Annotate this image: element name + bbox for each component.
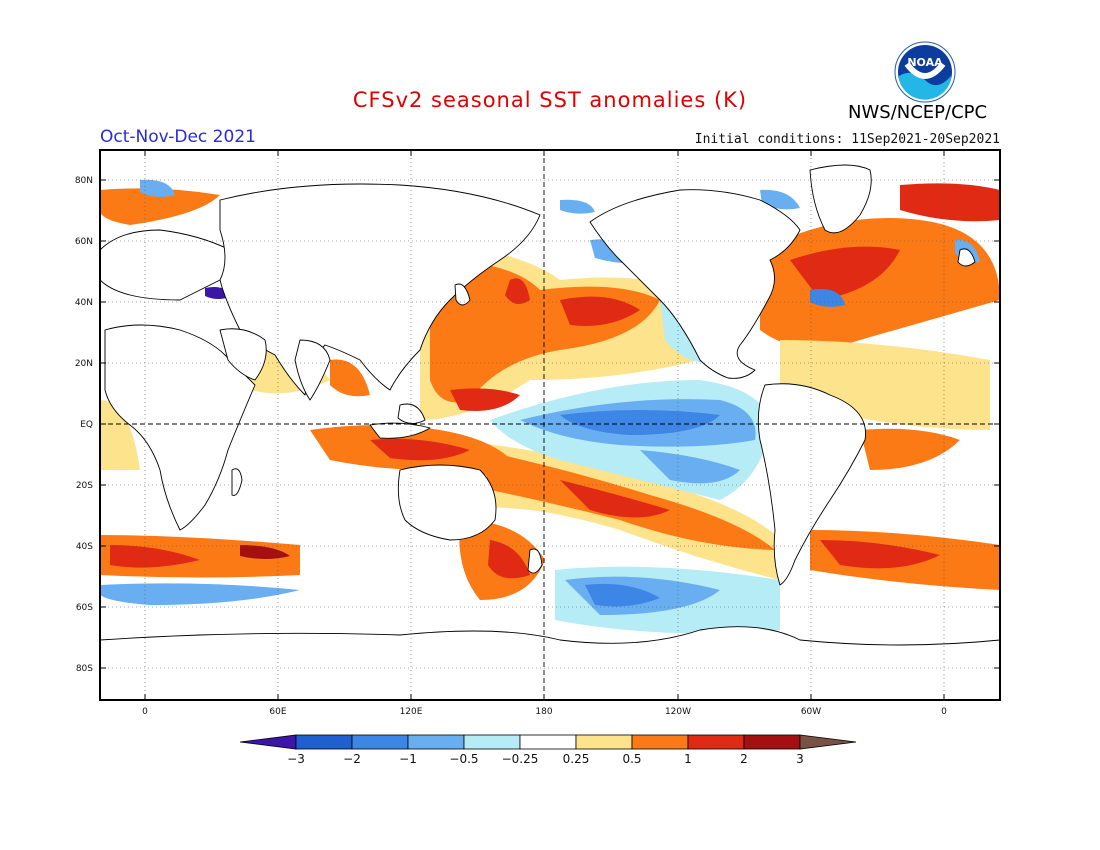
longitude-axis: 0 60E 120E 180 120W 60W 0 [142, 150, 947, 717]
south-pacific-warm-peak [560, 480, 670, 518]
maritime-warm-core [370, 438, 470, 461]
colorbar-label: −2 [343, 752, 361, 766]
colorbar-label: 3 [796, 752, 804, 766]
colorbar-swatch [519, 734, 577, 750]
map-title: CFSv2 seasonal SST anomalies (K) [352, 88, 748, 112]
se-pacific-cool [640, 450, 740, 484]
colorbar-label: 1 [684, 752, 692, 766]
arctic-cool-west [140, 179, 175, 197]
island-indonesia [369, 422, 431, 439]
bering-cool [560, 199, 595, 214]
south-indian-warm-core-2 [240, 545, 290, 559]
colorbar-swatch [407, 734, 465, 750]
arctic-warm-east [900, 183, 1000, 222]
lon-label-60w: 60W [801, 707, 821, 717]
arctic-warm-west [100, 188, 220, 225]
colorbar-label: −0.5 [449, 752, 478, 766]
lat-label-40s: 40S [76, 542, 93, 552]
latitude-axis: 80N 60N 40N 20N EQ 20S 40S 60S 80S [75, 176, 1000, 674]
nw-pacific-warm [450, 388, 520, 411]
continent-greenland [809, 164, 872, 234]
lat-label-eq: EQ [80, 420, 93, 430]
noaa-logo: NOAA [894, 41, 956, 103]
southern-indian-cool [100, 583, 300, 605]
forecast-period: Oct-Nov-Dec 2021 [100, 127, 256, 147]
cool-anomalies [100, 179, 980, 634]
island-japan [454, 283, 471, 306]
lat-label-60n: 60N [75, 237, 93, 247]
north-atlantic-warm-core [790, 246, 900, 300]
colorbar-swatch [463, 734, 521, 750]
colorbar-label: −3 [287, 752, 305, 766]
southern-pacific-cool-core [585, 583, 660, 607]
lat-label-80s: 80S [76, 664, 93, 674]
lon-label-120w: 120W [665, 707, 691, 717]
lon-label-120e: 120E [400, 707, 423, 717]
bay-of-bengal-warm [330, 359, 370, 397]
north-pacific-warm-peak [560, 296, 640, 326]
continent-north-america [589, 189, 801, 379]
colorbar-swatch [351, 734, 409, 750]
colorbar-label: −0.25 [502, 752, 539, 766]
warm-anomalies [100, 183, 1000, 600]
colorbar: −3 −2 −1 −0.5 −0.25 0.25 0.5 1 2 3 [239, 734, 857, 766]
lat-label-60s: 60S [76, 603, 93, 613]
map-frame [99, 149, 1001, 701]
continent-south-america [757, 383, 867, 586]
continent-india [294, 339, 331, 401]
colorbar-arrow-low [239, 734, 297, 750]
tropical-atlantic-warm [860, 428, 960, 470]
lat-label-80n: 80N [75, 176, 93, 186]
agency-label: NWS/NCEP/CPC [848, 102, 988, 123]
colorbar-swatch [575, 734, 633, 750]
colorbar-label: −1 [399, 752, 417, 766]
island-uk [957, 248, 976, 267]
north-atlantic-warm [760, 218, 1000, 348]
la-nina-core [560, 410, 720, 435]
hudson-cool [760, 189, 800, 210]
south-atlantic-warm-core [820, 540, 940, 569]
continent-africa [104, 324, 256, 531]
initial-conditions: Initial conditions: 11Sep2021-20Sep2021 [694, 132, 1000, 147]
island-madagascar [231, 468, 243, 496]
colorbar-swatch [295, 734, 353, 750]
lon-label-0-west: 0 [142, 707, 148, 717]
continent-antarctica [100, 626, 1000, 700]
tasman-warm-core [488, 540, 530, 579]
labrador-cool [810, 289, 845, 307]
lon-label-180: 180 [535, 707, 552, 717]
lat-label-40n: 40N [75, 298, 93, 308]
colorbar-label: 0.5 [622, 752, 641, 766]
sst-field [100, 150, 1000, 700]
south-indian-warm-core [110, 545, 200, 568]
island-borneo [397, 403, 426, 424]
colorbar-swatch [631, 734, 689, 750]
logo-text: NOAA [907, 56, 943, 69]
colorbar-arrow-high [799, 734, 857, 750]
continent-australia [397, 464, 497, 541]
lat-label-20s: 20S [76, 481, 93, 491]
continents [100, 164, 1000, 700]
west-africa-coast-warm [100, 400, 140, 470]
continent-arabia [219, 328, 267, 381]
lon-label-0-east: 0 [941, 707, 947, 717]
north-pacific-warm-peak-2 [505, 278, 530, 304]
north-pacific-warm-core [430, 260, 660, 403]
equator-dateline [100, 150, 1000, 700]
island-new-zealand [527, 548, 543, 574]
colorbar-swatch [687, 734, 745, 750]
colorbar-swatch [743, 734, 801, 750]
colorbar-label: 0.25 [563, 752, 590, 766]
colorbar-label: 2 [740, 752, 748, 766]
lat-label-20n: 20N [75, 359, 93, 369]
lon-label-60e: 60E [269, 707, 286, 717]
